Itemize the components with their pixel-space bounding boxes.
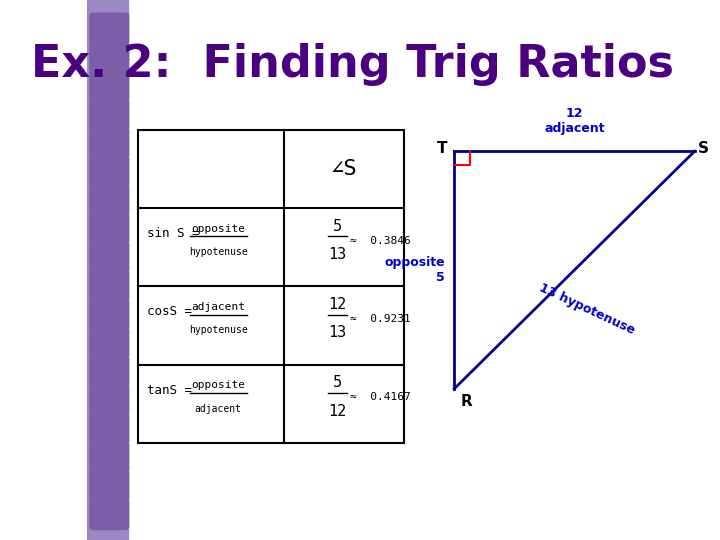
FancyBboxPatch shape [90, 328, 128, 357]
Text: 5: 5 [333, 375, 342, 390]
Text: 12: 12 [328, 297, 346, 312]
Text: S: S [698, 141, 709, 156]
Text: opposite: opposite [192, 224, 246, 233]
Text: opposite
5: opposite 5 [384, 256, 445, 284]
Text: 13: 13 [328, 247, 346, 262]
Text: T: T [437, 141, 448, 156]
FancyBboxPatch shape [90, 500, 128, 529]
Text: adjacent: adjacent [192, 302, 246, 312]
FancyBboxPatch shape [90, 299, 128, 329]
FancyBboxPatch shape [90, 185, 128, 215]
FancyBboxPatch shape [90, 71, 128, 100]
FancyBboxPatch shape [90, 471, 128, 501]
Text: 13 hypotenuse: 13 hypotenuse [537, 281, 637, 336]
FancyBboxPatch shape [90, 14, 128, 43]
Text: ≈  0.4167: ≈ 0.4167 [350, 392, 411, 402]
Text: R: R [461, 394, 472, 409]
FancyBboxPatch shape [90, 99, 128, 129]
FancyBboxPatch shape [90, 157, 128, 186]
FancyBboxPatch shape [90, 385, 128, 415]
FancyBboxPatch shape [90, 414, 128, 443]
Text: opposite: opposite [192, 380, 246, 390]
Text: ≈  0.9231: ≈ 0.9231 [350, 314, 411, 324]
Text: 13: 13 [328, 325, 346, 340]
FancyBboxPatch shape [90, 356, 128, 386]
FancyBboxPatch shape [90, 271, 128, 300]
FancyBboxPatch shape [90, 42, 128, 72]
Text: sin S =: sin S = [148, 227, 199, 240]
Text: hypotenuse: hypotenuse [189, 325, 248, 335]
Bar [87, 0, 128, 540]
Text: 5: 5 [333, 219, 342, 233]
Bar [138, 130, 404, 443]
Text: tanS =: tanS = [148, 383, 192, 397]
Text: ∠S: ∠S [330, 159, 357, 179]
FancyBboxPatch shape [90, 442, 128, 472]
Text: 12
adjacent: 12 adjacent [544, 107, 605, 135]
Text: ≈  0.3846: ≈ 0.3846 [350, 235, 411, 246]
FancyBboxPatch shape [90, 214, 128, 244]
Text: 12: 12 [328, 403, 346, 418]
Text: Ex. 2:  Finding Trig Ratios: Ex. 2: Finding Trig Ratios [32, 43, 675, 86]
FancyBboxPatch shape [90, 128, 128, 158]
FancyBboxPatch shape [90, 242, 128, 272]
Text: cosS =: cosS = [148, 305, 192, 319]
Text: hypotenuse: hypotenuse [189, 247, 248, 257]
Text: adjacent: adjacent [194, 403, 242, 414]
